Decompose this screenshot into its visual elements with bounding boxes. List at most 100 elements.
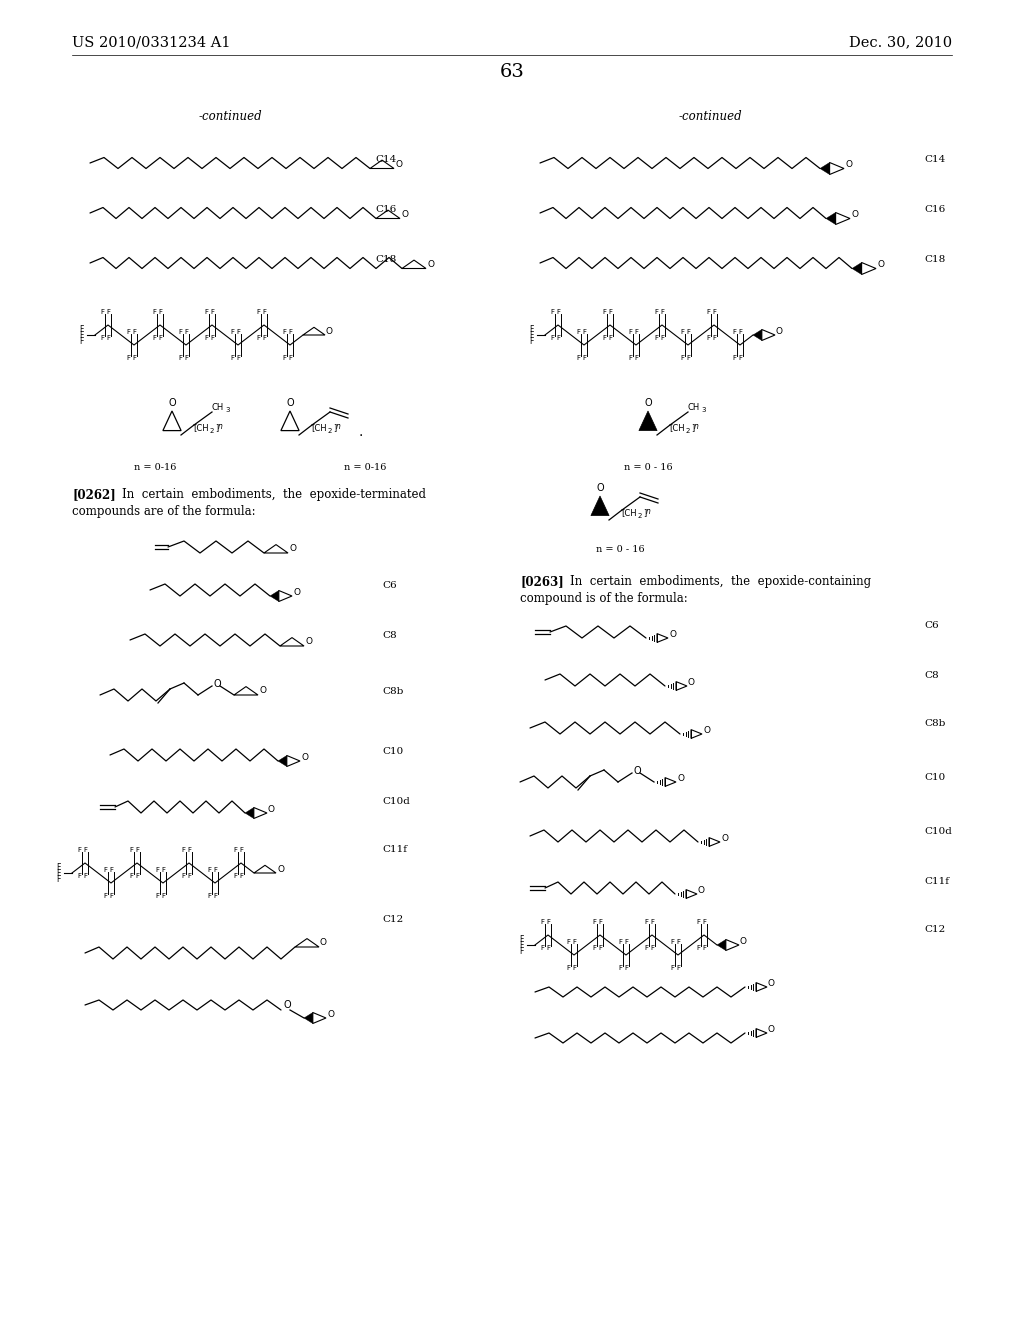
Text: n = 0-16: n = 0-16 bbox=[134, 463, 176, 473]
Text: F: F bbox=[184, 329, 188, 335]
Text: F: F bbox=[572, 939, 575, 945]
Text: F: F bbox=[56, 862, 60, 871]
Text: F: F bbox=[152, 335, 156, 341]
Text: F: F bbox=[213, 867, 217, 873]
Text: F: F bbox=[56, 869, 60, 878]
Text: F: F bbox=[132, 355, 136, 360]
Text: n = 0 - 16: n = 0 - 16 bbox=[596, 545, 644, 554]
Text: F: F bbox=[256, 309, 260, 315]
Text: F: F bbox=[135, 873, 139, 879]
Text: F: F bbox=[696, 919, 700, 925]
Text: F: F bbox=[602, 335, 606, 341]
Text: C12: C12 bbox=[382, 916, 403, 924]
Text: F: F bbox=[650, 945, 654, 950]
Text: In  certain  embodiments,  the  epoxide-terminated: In certain embodiments, the epoxide-term… bbox=[122, 488, 426, 502]
Text: F: F bbox=[519, 935, 523, 944]
Text: -continued: -continued bbox=[678, 111, 741, 124]
Text: O: O bbox=[776, 327, 783, 337]
Text: O: O bbox=[305, 638, 312, 647]
Polygon shape bbox=[270, 590, 279, 602]
Polygon shape bbox=[278, 755, 287, 767]
Text: F: F bbox=[592, 945, 596, 950]
Text: F: F bbox=[575, 329, 580, 335]
Text: [CH: [CH bbox=[193, 424, 209, 433]
Text: F: F bbox=[155, 867, 159, 873]
Polygon shape bbox=[639, 411, 657, 430]
Text: n = 0-16: n = 0-16 bbox=[344, 463, 386, 473]
Text: C8: C8 bbox=[924, 672, 939, 681]
Text: F: F bbox=[680, 329, 684, 335]
Text: C18: C18 bbox=[375, 255, 396, 264]
Text: C8b: C8b bbox=[924, 719, 945, 729]
Text: -continued: -continued bbox=[199, 111, 262, 124]
Text: F: F bbox=[598, 945, 602, 950]
Text: F: F bbox=[262, 309, 266, 315]
Text: F: F bbox=[566, 939, 570, 945]
Text: F: F bbox=[56, 874, 60, 883]
Text: F: F bbox=[628, 329, 632, 335]
Text: F: F bbox=[109, 867, 113, 873]
Text: n = 0 - 16: n = 0 - 16 bbox=[624, 463, 673, 473]
Text: O: O bbox=[283, 1001, 291, 1010]
Text: O: O bbox=[740, 937, 746, 946]
Text: F: F bbox=[126, 329, 130, 335]
Text: C16: C16 bbox=[375, 205, 396, 214]
Text: O: O bbox=[319, 939, 327, 948]
Text: O: O bbox=[286, 399, 294, 408]
Text: O: O bbox=[669, 630, 676, 639]
Text: O: O bbox=[768, 978, 775, 987]
Text: F: F bbox=[230, 355, 234, 360]
Text: F: F bbox=[654, 335, 658, 341]
Text: F: F bbox=[660, 309, 664, 315]
Text: F: F bbox=[288, 329, 292, 335]
Text: F: F bbox=[161, 867, 165, 873]
Text: F: F bbox=[660, 335, 664, 341]
Text: F: F bbox=[634, 329, 638, 335]
Text: F: F bbox=[181, 847, 185, 853]
Text: F: F bbox=[572, 965, 575, 972]
Text: F: F bbox=[77, 873, 81, 879]
Text: F: F bbox=[178, 329, 182, 335]
Text: F: F bbox=[79, 325, 83, 334]
Text: C10d: C10d bbox=[924, 828, 952, 837]
Text: O: O bbox=[289, 544, 296, 553]
Text: C14: C14 bbox=[924, 154, 945, 164]
Text: 3: 3 bbox=[225, 407, 229, 413]
Text: n: n bbox=[646, 507, 651, 516]
Text: CH: CH bbox=[212, 403, 224, 412]
Text: F: F bbox=[608, 335, 612, 341]
Text: F: F bbox=[288, 355, 292, 360]
Text: F: F bbox=[738, 329, 742, 335]
Text: F: F bbox=[550, 309, 554, 315]
Text: F: F bbox=[528, 337, 534, 346]
Text: O: O bbox=[293, 589, 300, 597]
Text: F: F bbox=[628, 355, 632, 360]
Text: F: F bbox=[676, 965, 680, 972]
Polygon shape bbox=[591, 496, 609, 516]
Text: F: F bbox=[712, 309, 716, 315]
Text: F: F bbox=[207, 894, 211, 899]
Text: F: F bbox=[79, 337, 83, 346]
Text: 2: 2 bbox=[210, 428, 214, 434]
Polygon shape bbox=[852, 263, 861, 275]
Text: F: F bbox=[618, 939, 622, 945]
Text: O: O bbox=[326, 326, 333, 335]
Text: F: F bbox=[575, 355, 580, 360]
Text: compound is of the formula:: compound is of the formula: bbox=[520, 591, 688, 605]
Text: F: F bbox=[204, 335, 208, 341]
Text: F: F bbox=[109, 894, 113, 899]
Text: F: F bbox=[213, 894, 217, 899]
Text: F: F bbox=[233, 847, 237, 853]
Text: O: O bbox=[401, 210, 408, 219]
Text: F: F bbox=[519, 946, 523, 956]
Text: C11f: C11f bbox=[382, 845, 407, 854]
Text: F: F bbox=[187, 847, 191, 853]
Text: F: F bbox=[624, 939, 628, 945]
Text: F: F bbox=[624, 965, 628, 972]
Text: O: O bbox=[596, 483, 604, 492]
Text: F: F bbox=[546, 919, 550, 925]
Text: F: F bbox=[566, 965, 570, 972]
Text: O: O bbox=[327, 1010, 334, 1019]
Text: F: F bbox=[103, 867, 106, 873]
Text: F: F bbox=[696, 945, 700, 950]
